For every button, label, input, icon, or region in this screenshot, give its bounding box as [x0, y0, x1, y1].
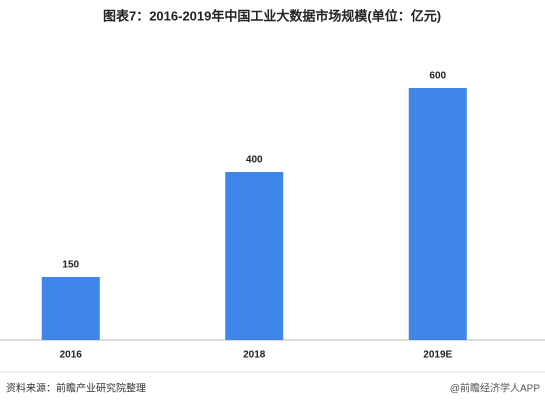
- data-label: 400: [246, 155, 263, 166]
- x-tick-label: 2019E: [423, 350, 452, 361]
- bar: [41, 277, 100, 340]
- chart-title: 图表7：2016-2019年中国工业大数据市场规模(单位：亿元): [103, 8, 441, 23]
- data-label: 600: [429, 71, 446, 82]
- bar: [408, 88, 467, 340]
- bar: [225, 172, 284, 340]
- watermark: @前瞻经济学人APP: [450, 382, 540, 395]
- source-note: 资料来源：前瞻产业研究院整理: [6, 382, 146, 395]
- x-tick-label: 2018: [243, 350, 266, 361]
- x-tick-label: 2016: [60, 350, 83, 361]
- data-label: 150: [62, 260, 79, 271]
